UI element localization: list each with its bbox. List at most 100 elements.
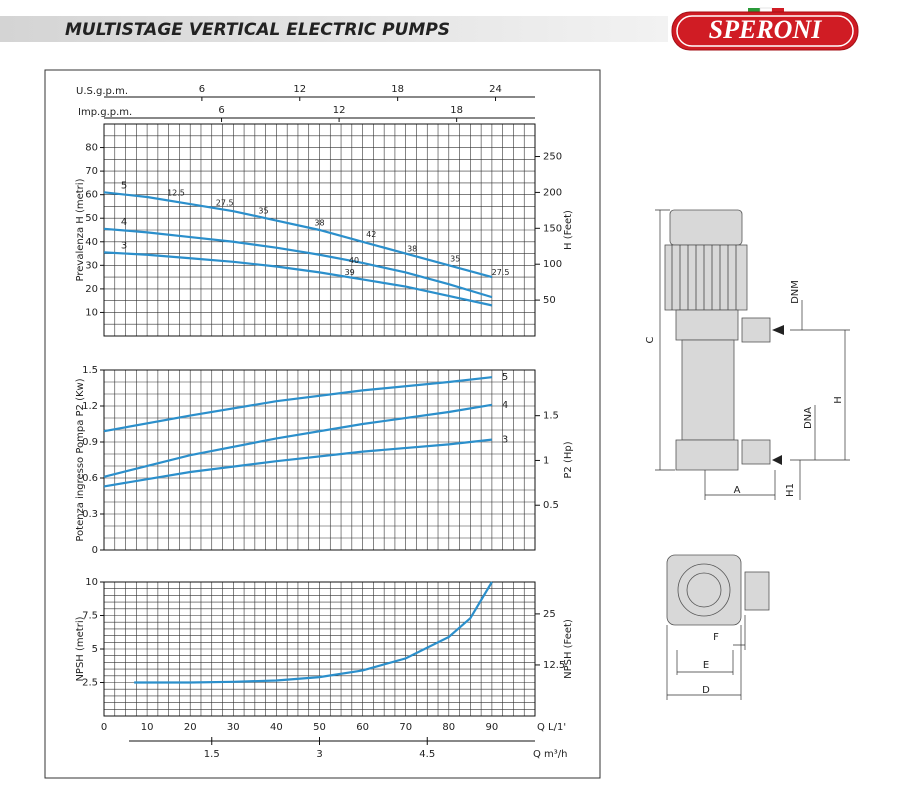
top-axis-label: Imp.g.p.m. — [78, 107, 132, 118]
y-tick-label: 0.3 — [82, 509, 98, 520]
y-tick-label: 80 — [85, 143, 98, 154]
charts: 102030405060708050100150200250Prevalenza… — [75, 84, 574, 760]
x-tick-label: 90 — [486, 722, 499, 733]
dim-label: E — [703, 660, 709, 671]
dim-label: F — [713, 632, 719, 643]
y-tick-label: 50 — [85, 213, 98, 224]
y2-tick-label: 150 — [543, 223, 562, 234]
series-label: 4 — [502, 400, 508, 411]
dim-label: D — [702, 685, 710, 696]
series-label: 5 — [502, 372, 508, 383]
y2-tick-label: 12.5 — [543, 660, 565, 671]
top-tick-label: 24 — [489, 84, 502, 95]
dim-label: A — [734, 485, 741, 496]
x2-tick-label: 3 — [316, 749, 322, 760]
logo-stripe — [748, 8, 760, 12]
top-tick-label: 18 — [450, 105, 463, 116]
efficiency-label: 27.5 — [492, 268, 510, 277]
y-tick-label: 2.5 — [82, 678, 98, 689]
y-tick-label: 7.5 — [82, 611, 98, 622]
logo-text: SPERONI — [709, 15, 823, 44]
y-tick-label: 10 — [85, 577, 98, 588]
y-tick-label: 1.5 — [82, 365, 98, 376]
y2-tick-label: 50 — [543, 295, 556, 306]
series-label: 5 — [121, 180, 127, 191]
dim-label: H1 — [785, 483, 796, 497]
logo — [671, 11, 859, 51]
series-label: 3 — [502, 435, 508, 446]
dim-label: DNA — [803, 407, 814, 429]
series-line — [103, 227, 493, 299]
logo-stripe — [772, 8, 784, 12]
y-axis-label: NPSH (metri) — [75, 616, 86, 681]
top-tick-label: 18 — [391, 84, 404, 95]
plot-frame — [103, 123, 536, 337]
efficiency-label: 42 — [366, 230, 376, 239]
y-tick-label: 10 — [85, 307, 98, 318]
y2-tick-label: 100 — [543, 259, 562, 270]
y-axis-label: Potenza ingresso Pompa P2 (Kw) — [75, 378, 86, 541]
x-tick-label: 70 — [399, 722, 412, 733]
header-title: MULTISTAGE VERTICAL ELECTRIC PUMPS — [65, 20, 450, 40]
series-label: 4 — [121, 217, 127, 228]
x-tick-label: 60 — [356, 722, 369, 733]
x2-tick-label: 1.5 — [204, 749, 220, 760]
dim-label: C — [645, 336, 656, 343]
series-line — [103, 191, 493, 279]
x-tick-label: 0 — [101, 722, 107, 733]
x-tick-label: 40 — [270, 722, 283, 733]
y2-tick-label: 250 — [543, 152, 562, 163]
y-tick-label: 40 — [85, 237, 98, 248]
top-tick-label: 12 — [293, 84, 306, 95]
pump-elevation — [655, 209, 850, 500]
efficiency-label: 35 — [450, 254, 460, 263]
efficiency-label: 38 — [314, 218, 324, 227]
series-line — [103, 251, 493, 307]
y-tick-label: 1.2 — [82, 401, 98, 412]
x2-axis-label: Q m³/h — [533, 749, 568, 760]
y2-tick-label: 0.5 — [543, 500, 559, 511]
pump-plan — [666, 554, 770, 700]
y2-axis-label: NPSH (Feet) — [563, 619, 574, 679]
y2-axis-label: P2 (Hp) — [563, 441, 574, 478]
y-tick-label: 60 — [85, 190, 98, 201]
efficiency-label: 35 — [258, 207, 268, 216]
x-tick-label: 10 — [141, 722, 154, 733]
top-tick-label: 6 — [199, 84, 205, 95]
efficiency-label: 38 — [407, 244, 417, 253]
x-tick-label: 80 — [442, 722, 455, 733]
y2-tick-label: 1.5 — [543, 411, 559, 422]
efficiency-label: 12.5 — [167, 189, 185, 198]
logo-ring — [676, 15, 854, 47]
series-line — [103, 376, 493, 433]
header-band — [0, 16, 668, 42]
x-tick-label: 20 — [184, 722, 197, 733]
y-tick-label: 70 — [85, 166, 98, 177]
chart-frame — [44, 69, 601, 779]
y-tick-label: 20 — [85, 284, 98, 295]
series-line — [103, 438, 493, 488]
logo-stripe — [759, 7, 773, 13]
efficiency-label: 39 — [345, 268, 355, 277]
y-tick-label: 0.6 — [82, 473, 98, 484]
x-tick-label: 30 — [227, 722, 240, 733]
y-tick-label: 5 — [92, 644, 98, 655]
x-tick-label: 50 — [313, 722, 326, 733]
y-axis-label: Prevalenza H (metri) — [75, 178, 86, 281]
y2-axis-label: H (Feet) — [563, 210, 574, 250]
top-tick-label: 6 — [218, 105, 224, 116]
y2-tick-label: 1 — [543, 455, 549, 466]
y-tick-label: 0 — [92, 545, 98, 556]
x-axis-label: Q L/1' — [537, 722, 566, 733]
top-axis-label: U.S.g.p.m. — [76, 86, 128, 97]
top-tick-label: 12 — [333, 105, 346, 116]
series-line — [103, 403, 493, 478]
y2-tick-label: 200 — [543, 187, 562, 198]
efficiency-label: 27.5 — [216, 198, 234, 207]
efficiency-label: 40 — [349, 256, 359, 265]
x2-tick-label: 4.5 — [419, 749, 435, 760]
series-line — [134, 581, 493, 684]
y-tick-label: 0.9 — [82, 437, 98, 448]
